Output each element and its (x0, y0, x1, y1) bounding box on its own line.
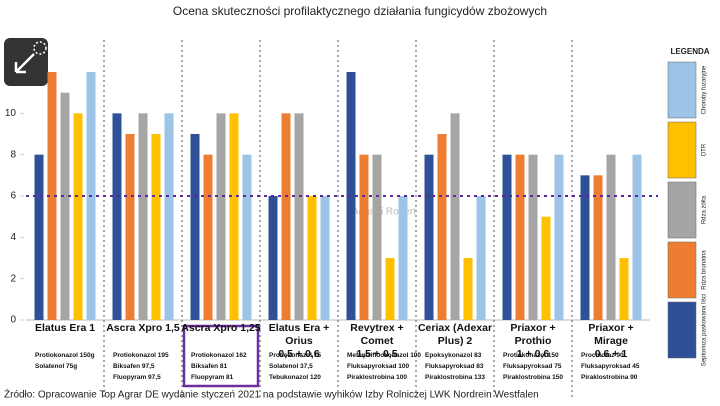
ingredient: Biksafen 97,5 (113, 363, 155, 370)
x-tick-label: Priaxor + Prothio 1 + 0,6 (510, 322, 556, 360)
bar (34, 154, 44, 320)
bar (281, 113, 291, 320)
bar (515, 154, 525, 320)
bar (424, 154, 434, 320)
bar (320, 196, 330, 320)
bar (541, 216, 551, 320)
bar (619, 258, 629, 320)
bar (151, 134, 161, 320)
x-tick-label: Elatus Era 1 (34, 322, 96, 334)
bar (502, 154, 512, 320)
ingredient: Piraklostrobina 150 (503, 374, 563, 381)
bar (606, 154, 616, 320)
x-tick-label: Ascra Xpro 1,25 (181, 322, 261, 334)
bar (216, 113, 226, 320)
ingredient: Fluksapyroksad 83 (425, 363, 484, 370)
ingredient: Solatenol 75g (35, 363, 78, 370)
bar (112, 113, 122, 320)
ingredient: Fluopyram 97,5 (113, 374, 161, 381)
ingredient: Protiokonazol 75 (269, 352, 322, 359)
legend-swatch (667, 241, 697, 299)
bar (307, 196, 317, 320)
bar (125, 134, 135, 320)
bar (580, 175, 590, 320)
ingredient: Fluksapyroksad 100 (347, 363, 410, 370)
x-tick-label: Priaxor + Mirage 0.6 + 1 (588, 322, 634, 360)
bar (73, 113, 83, 320)
ingredient: Piraklostrobina 90 (581, 374, 638, 381)
y-tick-label: 4 (10, 232, 16, 243)
ingredient: Protiokonazol 150g (35, 352, 95, 359)
ingredient: Piraklostrobina 133 (425, 374, 485, 381)
bar (450, 113, 460, 320)
bar (294, 113, 304, 320)
bar (437, 134, 447, 320)
x-tick-label: Elatus Era + Orius 0,5 + 0,6 (268, 322, 330, 360)
bar (359, 154, 369, 320)
bar (229, 113, 239, 320)
bar (203, 154, 213, 320)
legend-swatch (667, 121, 697, 179)
x-tick-label: Ceriax (Adexar Plus) 2 (417, 322, 493, 347)
bar (47, 72, 57, 320)
ingredient: Biksafen 81 (191, 363, 228, 370)
legend-swatch (667, 301, 697, 359)
y-tick-label: 2 (10, 273, 16, 284)
bar (632, 154, 642, 320)
bar (463, 258, 473, 320)
bar (476, 196, 486, 320)
bar (372, 154, 382, 320)
bar (242, 154, 252, 320)
highlight-box (182, 324, 260, 388)
ingredient: Fluksapyroksad 45 (581, 363, 640, 370)
y-tick-label: 0 (10, 315, 16, 326)
ingredient: Solatenol 37,5 (269, 363, 313, 370)
bar (554, 154, 564, 320)
y-tick-label: 8 (10, 149, 16, 160)
ingredient: Fluksapyroksad 75 (503, 363, 562, 370)
ingredient: Mefentrifluokonazol 100 (347, 352, 422, 359)
ingredient: Tebukonazol 120 (269, 374, 321, 381)
legend-swatch (667, 61, 697, 119)
legend-label: Rdza brunatna (702, 250, 708, 290)
expand-arrow (14, 53, 35, 74)
source: Źródło: Opracowanie Top Agrar DE wydanie… (4, 388, 539, 401)
bar (268, 196, 278, 320)
watermark: Adam i Robert (352, 207, 416, 218)
chart-title: Ocena skuteczności profilaktycznego dzia… (173, 4, 547, 18)
bar (528, 154, 538, 320)
x-tick-label: Revytrex + Comet 1,5 + 0,5 (350, 322, 404, 360)
legend-swatch (667, 181, 697, 239)
legend-label: Choroby fuzaryjne (702, 65, 708, 114)
bar (138, 113, 148, 320)
bar (190, 134, 200, 320)
bar (164, 113, 174, 320)
ingredient: Epoksykonazol 83 (425, 352, 482, 359)
legend-label: Septorioza paskowana liści (702, 294, 708, 366)
ingredient: Fluopyram 81 (191, 374, 234, 381)
y-tick-label: 10 (5, 108, 17, 119)
bar (60, 92, 70, 321)
x-tick-label: Ascra Xpro 1,5 (106, 322, 180, 334)
bar (385, 258, 395, 320)
ingredient: Protiokonazol 195 (113, 352, 169, 359)
y-tick-label: 6 (10, 191, 16, 202)
legend-label: DTR (702, 143, 708, 156)
bar (398, 196, 408, 320)
bar (593, 175, 603, 320)
ingredient: Protiokonazol 162 (191, 352, 247, 359)
legend-title: LEGENDA (670, 47, 709, 56)
ingredient: Piraklostrobina 100 (347, 374, 407, 381)
legend-label: Rdza żółta (702, 195, 708, 224)
expand-dot (33, 41, 47, 55)
ingredient: Prochloraz 90 (581, 352, 624, 359)
ingredient: Protiokonazol 150 (503, 352, 559, 359)
